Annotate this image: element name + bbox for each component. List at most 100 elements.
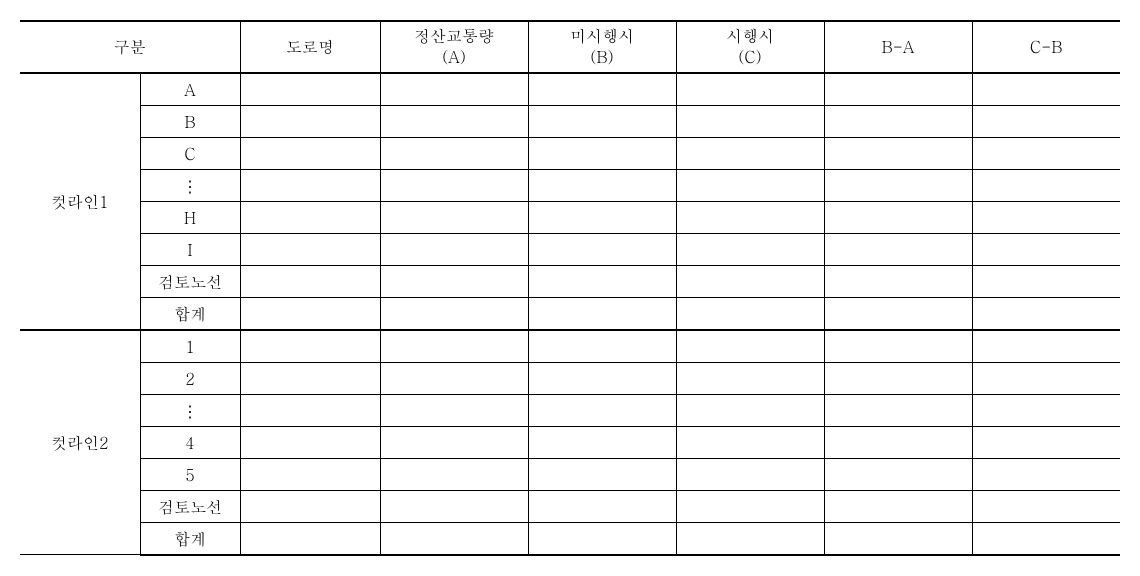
data-cell <box>240 330 380 363</box>
data-cell <box>676 73 824 106</box>
data-cell <box>240 458 380 490</box>
data-cell <box>380 394 528 426</box>
data-cell <box>240 297 380 330</box>
row-label: 1 <box>140 330 240 363</box>
data-cell <box>676 522 824 555</box>
data-cell <box>676 394 824 426</box>
table-body: 컷라인1ABC⋮HI검토노선합계컷라인212⋮45검토노선합계 <box>20 73 1120 555</box>
row-label: 2 <box>140 362 240 394</box>
data-cell <box>972 105 1120 137</box>
row-label: 검토노선 <box>140 265 240 297</box>
data-cell <box>972 458 1120 490</box>
table-row: 컷라인21 <box>20 330 1120 363</box>
header-gubun: 구분 <box>20 21 240 73</box>
section-label: 컷라인1 <box>20 73 140 330</box>
data-cell <box>240 137 380 169</box>
table-row: C <box>20 137 1120 169</box>
data-cell <box>972 330 1120 363</box>
data-cell <box>528 522 676 555</box>
data-cell <box>824 297 972 330</box>
data-cell <box>824 522 972 555</box>
data-cell <box>240 233 380 265</box>
data-cell <box>528 330 676 363</box>
data-cell <box>972 265 1120 297</box>
data-cell <box>380 458 528 490</box>
header-cb: C-B <box>972 21 1120 73</box>
table-row: B <box>20 105 1120 137</box>
header-jungsan-line2: (A) <box>442 45 466 68</box>
data-cell <box>824 169 972 201</box>
data-cell <box>824 394 972 426</box>
data-cell <box>972 394 1120 426</box>
table-row: ⋮ <box>20 394 1120 426</box>
data-cell <box>380 265 528 297</box>
data-cell <box>676 490 824 522</box>
data-cell <box>240 426 380 458</box>
data-cell <box>528 105 676 137</box>
data-cell <box>824 330 972 363</box>
data-cell <box>824 490 972 522</box>
data-cell <box>824 105 972 137</box>
row-label: 4 <box>140 426 240 458</box>
data-cell <box>528 169 676 201</box>
header-misi-line1: 미시행시 <box>570 24 634 47</box>
data-cell <box>528 233 676 265</box>
row-label: ⋮ <box>140 169 240 201</box>
data-cell <box>676 169 824 201</box>
data-cell <box>676 330 824 363</box>
data-cell <box>972 297 1120 330</box>
data-cell <box>824 426 972 458</box>
data-cell <box>380 201 528 233</box>
data-cell <box>380 522 528 555</box>
data-cell <box>676 265 824 297</box>
section-label: 컷라인2 <box>20 330 140 555</box>
header-doro: 도로명 <box>240 21 380 73</box>
table-row: 4 <box>20 426 1120 458</box>
table-row: ⋮ <box>20 169 1120 201</box>
table-row: 2 <box>20 362 1120 394</box>
data-cell <box>380 490 528 522</box>
header-row: 구분 도로명 정산교통량(A) 미시행시(B) 시행시(C) B-A C-B <box>20 21 1120 73</box>
data-cell <box>240 362 380 394</box>
data-cell <box>380 297 528 330</box>
row-label: I <box>140 233 240 265</box>
data-cell <box>380 233 528 265</box>
data-cell <box>972 73 1120 106</box>
data-cell <box>676 233 824 265</box>
data-cell <box>380 330 528 363</box>
header-sihaeng-line1: 시행시 <box>726 24 774 47</box>
data-cell <box>972 362 1120 394</box>
table-row: 합계 <box>20 297 1120 330</box>
data-cell <box>972 522 1120 555</box>
data-cell <box>528 394 676 426</box>
row-label: 합계 <box>140 522 240 555</box>
header-ba: B-A <box>824 21 972 73</box>
data-cell <box>380 73 528 106</box>
table-row: 검토노선 <box>20 490 1120 522</box>
header-misi: 미시행시(B) <box>528 21 676 73</box>
data-cell <box>240 169 380 201</box>
row-label: 5 <box>140 458 240 490</box>
data-cell <box>972 169 1120 201</box>
data-cell <box>824 458 972 490</box>
row-label: 합계 <box>140 297 240 330</box>
header-sihaeng-line2: (C) <box>738 45 761 68</box>
data-cell <box>380 169 528 201</box>
header-misi-line2: (B) <box>590 45 613 68</box>
table-row: 검토노선 <box>20 265 1120 297</box>
header-jungsan: 정산교통량(A) <box>380 21 528 73</box>
data-cell <box>240 522 380 555</box>
data-cell <box>972 233 1120 265</box>
data-cell <box>824 233 972 265</box>
data-cell <box>528 73 676 106</box>
data-cell <box>676 426 824 458</box>
data-cell <box>676 137 824 169</box>
table-row: 합계 <box>20 522 1120 555</box>
data-cell <box>528 426 676 458</box>
data-cell <box>676 201 824 233</box>
data-cell <box>528 137 676 169</box>
data-cell <box>824 362 972 394</box>
data-cell <box>528 297 676 330</box>
header-jungsan-line1: 정산교통량 <box>414 24 494 47</box>
data-cell <box>824 265 972 297</box>
